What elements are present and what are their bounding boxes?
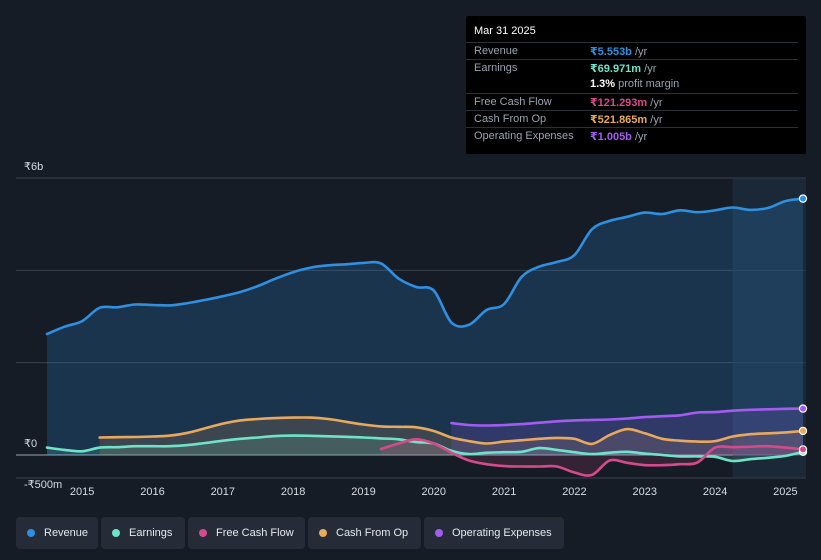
x-tick-label: 2019	[351, 486, 375, 498]
tooltip-row-earnings: Earnings ₹69.971m /yr	[466, 59, 798, 77]
series-end-markers	[798, 194, 808, 456]
legend-dot-icon	[27, 529, 35, 537]
x-tick-label: 2025	[773, 486, 797, 498]
tooltip-value: ₹69.971m /yr	[590, 63, 657, 75]
x-tick-label: 2017	[211, 486, 235, 498]
earnings-line	[45, 434, 805, 463]
tooltip-value: ₹1.005b /yr	[590, 131, 648, 143]
revenue-line	[45, 197, 805, 336]
cash-from-op-area	[99, 417, 803, 455]
series-lines	[45, 197, 805, 477]
tooltip-value: ₹521.865m /yr	[590, 114, 663, 126]
legend-label: Operating Expenses	[452, 527, 552, 539]
tooltip-row-revenue: Revenue ₹5.553b /yr	[466, 42, 798, 60]
free-cash-flow-line	[379, 438, 805, 477]
legend-dot-icon	[199, 529, 207, 537]
x-tick-label: 2022	[562, 486, 586, 498]
y-tick-label: -₹500m	[24, 479, 62, 491]
tooltip-label: Cash From Op	[474, 113, 547, 125]
tooltip-row-cash-from-op: Cash From Op ₹521.865m /yr	[466, 110, 798, 128]
x-tick-label: 2023	[633, 486, 657, 498]
operating-expenses-area	[451, 408, 803, 455]
cash-from-op-end-marker	[798, 426, 808, 436]
cash-from-op-line	[98, 416, 805, 446]
y-axis-ticks: ₹6b ₹0 -₹500m	[24, 161, 62, 491]
tooltip-row-profit-margin: 1.3% profit margin	[466, 76, 798, 93]
legend-item-earnings[interactable]: Earnings	[101, 517, 185, 549]
x-tick-label: 2024	[703, 486, 727, 498]
highlight-rect	[732, 178, 806, 478]
revenue-area	[47, 198, 803, 455]
legend-item-revenue[interactable]: Revenue	[16, 517, 98, 549]
legend-item-cash-from-op[interactable]: Cash From Op	[308, 517, 421, 549]
tooltip-value: ₹121.293m /yr	[590, 97, 663, 109]
series-fills	[47, 198, 803, 476]
legend-dot-icon	[112, 529, 120, 537]
y-tick-label: ₹0	[24, 438, 37, 450]
legend-label: Cash From Op	[336, 527, 409, 539]
free-cash-flow-end-marker	[798, 445, 808, 454]
x-tick-label: 2018	[281, 486, 305, 498]
tooltip-row-free-cash-flow: Free Cash Flow ₹121.293m /yr	[466, 93, 798, 111]
legend-item-free-cash-flow[interactable]: Free Cash Flow	[188, 517, 305, 549]
x-tick-label: 2021	[492, 486, 516, 498]
x-tick-label: 2020	[422, 486, 446, 498]
legend-label: Revenue	[44, 527, 89, 539]
tooltip-label: Operating Expenses	[474, 130, 574, 142]
legend-dot-icon	[319, 529, 327, 537]
legend-label: Earnings	[129, 527, 173, 539]
operating-expenses-end-marker	[798, 404, 808, 413]
tooltip-label: Revenue	[474, 45, 519, 57]
tooltip-value: ₹5.553b /yr	[590, 46, 648, 58]
legend-dot-icon	[435, 529, 443, 537]
tooltip-label: Free Cash Flow	[474, 96, 552, 108]
tooltip-label: Earnings	[474, 62, 518, 74]
tooltip-value: 1.3% profit margin	[590, 78, 680, 90]
earnings-area	[47, 435, 803, 462]
free-cash-flow-area	[381, 439, 803, 476]
data-tooltip: Mar 31 2025 Revenue ₹5.553b /yr Earnings ₹6…	[466, 16, 806, 154]
y-tick-label: ₹6b	[24, 161, 43, 173]
revenue-end-marker	[798, 194, 808, 203]
x-axis-ticks: 2015 2016 2017 2018 2019 2020 2021 2022 2023 2024…	[70, 486, 798, 498]
x-tick-label: 2015	[70, 486, 94, 498]
legend-label: Free Cash Flow	[216, 527, 294, 539]
tooltip-date: Mar 31 2025	[474, 25, 536, 37]
x-tick-label: 2016	[140, 486, 164, 498]
tooltip-row-operating-expenses: Operating Expenses ₹1.005b /yr	[466, 127, 798, 145]
forecast-highlight-region	[732, 178, 806, 478]
legend-item-operating-expenses[interactable]: Operating Expenses	[424, 517, 564, 549]
operating-expenses-line	[450, 407, 805, 427]
